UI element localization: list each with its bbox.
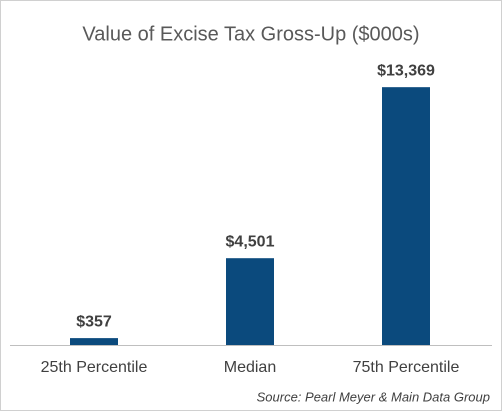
source-note: Source: Pearl Meyer & Main Data Group (257, 389, 490, 404)
value-label: $13,369 (377, 62, 435, 79)
value-label: $4,501 (226, 233, 275, 250)
bar (382, 87, 430, 346)
x-tick-label: 25th Percentile (41, 359, 148, 376)
x-tick-label: Median (224, 359, 276, 376)
bar (70, 338, 118, 345)
value-label: $357 (76, 313, 112, 330)
chart-title: Value of Excise Tax Gross-Up ($000s) (82, 23, 419, 45)
x-tick-label: 75th Percentile (353, 359, 460, 376)
bar (226, 258, 274, 345)
